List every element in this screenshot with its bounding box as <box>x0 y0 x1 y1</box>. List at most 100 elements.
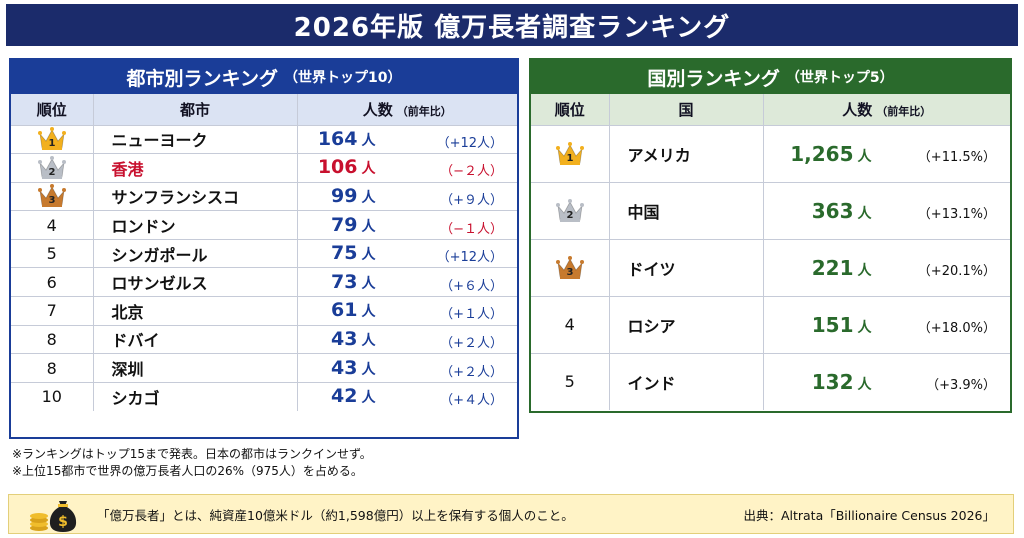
table-row: 8深圳43人（+２人） <box>11 354 517 383</box>
bronze-crown-icon: 3 <box>37 183 67 209</box>
table-row: 4ロシア151人（+18.0%） <box>531 296 1010 353</box>
count-value: 42 <box>298 385 358 407</box>
change-value: （+２人） <box>440 332 503 351</box>
header-city: 都市 <box>93 94 297 125</box>
count-unit: 人 <box>362 390 376 406</box>
city-name: ロサンゼルス <box>93 268 297 297</box>
count-value: 73 <box>298 271 358 293</box>
rank-cell: 2 <box>531 182 609 239</box>
svg-text:2: 2 <box>48 167 55 178</box>
svg-text:3: 3 <box>48 195 55 206</box>
count-cell: 75人（+12人） <box>297 239 517 268</box>
table-row: 2中国363人（+13.1%） <box>531 182 1010 239</box>
city-panel-title: 都市別ランキング （世界トップ10） <box>11 60 517 94</box>
rank-number: 10 <box>42 387 62 406</box>
header-count-sub: （前年比） <box>876 105 931 118</box>
change-value: （+13.1%） <box>918 203 996 222</box>
count-unit: 人 <box>858 320 872 336</box>
country-ranking-table: 順位 国 人数（前年比） 1アメリカ1,265人（+11.5%）2中国363人（… <box>531 94 1010 410</box>
city-name: シンガポール <box>93 239 297 268</box>
rank-number: 6 <box>47 273 57 292</box>
count-cell: 73人 （+６人） <box>297 268 517 297</box>
rank-cell: 6 <box>11 268 93 297</box>
change-value: （+４人） <box>440 389 503 408</box>
definition-footer: $ 「億万長者」とは、純資産10億米ドル（約1,598億円）以上を保有する個人の… <box>8 494 1014 534</box>
count-value: 75 <box>298 242 358 264</box>
country-name: ドイツ <box>609 239 763 296</box>
rank-cell: 10 <box>11 382 93 411</box>
city-panel-subtitle: （世界トップ10） <box>284 67 401 87</box>
count-unit: 人 <box>858 206 872 222</box>
table-row: 1ニューヨーク164人（+12人） <box>11 125 517 154</box>
count-value: 43 <box>298 328 358 350</box>
count-value: 61 <box>298 299 358 321</box>
table-row: 5シンガポール75人（+12人） <box>11 239 517 268</box>
country-name: インド <box>609 353 763 410</box>
country-name: ロシア <box>609 296 763 353</box>
header-count-label: 人数 <box>363 101 393 119</box>
rank-number: 8 <box>47 330 57 349</box>
count-unit: 人 <box>858 149 872 165</box>
table-header-row: 順位 都市 人数（前年比） <box>11 94 517 125</box>
count-value: 164 <box>298 128 358 150</box>
count-unit: 人 <box>858 377 872 393</box>
count-value: 151 <box>764 313 854 337</box>
count-cell: 106人（−２人） <box>297 154 517 183</box>
table-row: 7北京61人（+１人） <box>11 297 517 326</box>
change-value: （+20.1%） <box>918 260 996 279</box>
rank-cell: 1 <box>11 125 93 154</box>
city-panel-title-text: 都市別ランキング <box>127 64 278 91</box>
count-unit: 人 <box>362 304 376 320</box>
city-name: サンフランシスコ <box>93 182 297 211</box>
table-row: 4ロンドン79人（−１人） <box>11 211 517 240</box>
note-line: ※上位15都市で世界の億万長者人口の26%（975人）を占める。 <box>12 463 372 480</box>
svg-text:1: 1 <box>566 153 573 164</box>
count-value: 363 <box>764 199 854 223</box>
change-value: （−２人） <box>440 160 503 179</box>
gold-crown-icon: 1 <box>555 141 585 167</box>
svg-text:$: $ <box>58 514 68 530</box>
change-value: （+12人） <box>437 246 503 265</box>
svg-text:3: 3 <box>566 267 573 278</box>
count-unit: 人 <box>858 263 872 279</box>
change-value: （+６人） <box>440 275 503 294</box>
bronze-crown-icon: 3 <box>555 255 585 281</box>
header-count-sub: （前年比） <box>397 105 452 118</box>
rank-number: 8 <box>47 359 57 378</box>
notes: ※ランキングはトップ15まで発表。日本の都市はランクインせず。 ※上位15都市で… <box>12 446 372 480</box>
rank-cell: 8 <box>11 354 93 383</box>
city-name: 北京 <box>93 297 297 326</box>
count-cell: 79人（−１人） <box>297 211 517 240</box>
rank-cell: 3 <box>531 239 609 296</box>
header-count-label: 人数 <box>842 101 872 119</box>
table-row: 5インド132人（+3.9%） <box>531 353 1010 410</box>
count-unit: 人 <box>362 133 376 149</box>
count-unit: 人 <box>362 161 376 177</box>
table-row: 6 ロサンゼルス73人 （+６人） <box>11 268 517 297</box>
svg-text:2: 2 <box>566 210 573 221</box>
rank-cell: 8 <box>11 325 93 354</box>
count-value: 132 <box>764 370 854 394</box>
silver-crown-icon: 2 <box>37 155 67 181</box>
city-name: シカゴ <box>93 382 297 411</box>
count-unit: 人 <box>362 276 376 292</box>
city-name: 香港 <box>93 154 297 183</box>
svg-text:1: 1 <box>48 138 55 149</box>
count-value: 221 <box>764 256 854 280</box>
city-name: 深圳 <box>93 354 297 383</box>
gold-crown-icon: 1 <box>37 126 67 152</box>
count-cell: 151人（+18.0%） <box>763 296 1010 353</box>
rank-cell: 5 <box>531 353 609 410</box>
source-citation: 出典：Altrata「Billionaire Census 2026」 <box>743 505 995 524</box>
count-cell: 1,265人（+11.5%） <box>763 125 1010 182</box>
count-cell: 42人 （+４人） <box>297 382 517 411</box>
rank-cell: 1 <box>531 125 609 182</box>
count-cell: 221人 （+20.1%） <box>763 239 1010 296</box>
country-ranking-panel: 国別ランキング （世界トップ5） 順位 国 人数（前年比） 1アメリカ1,265… <box>529 58 1012 413</box>
header-count: 人数 （前年比） <box>763 94 1010 125</box>
change-value: （−１人） <box>440 218 503 237</box>
count-cell: 363人 （+13.1%） <box>763 182 1010 239</box>
header-country: 国 <box>609 94 763 125</box>
count-cell: 132人（+3.9%） <box>763 353 1010 410</box>
count-value: 79 <box>298 214 358 236</box>
